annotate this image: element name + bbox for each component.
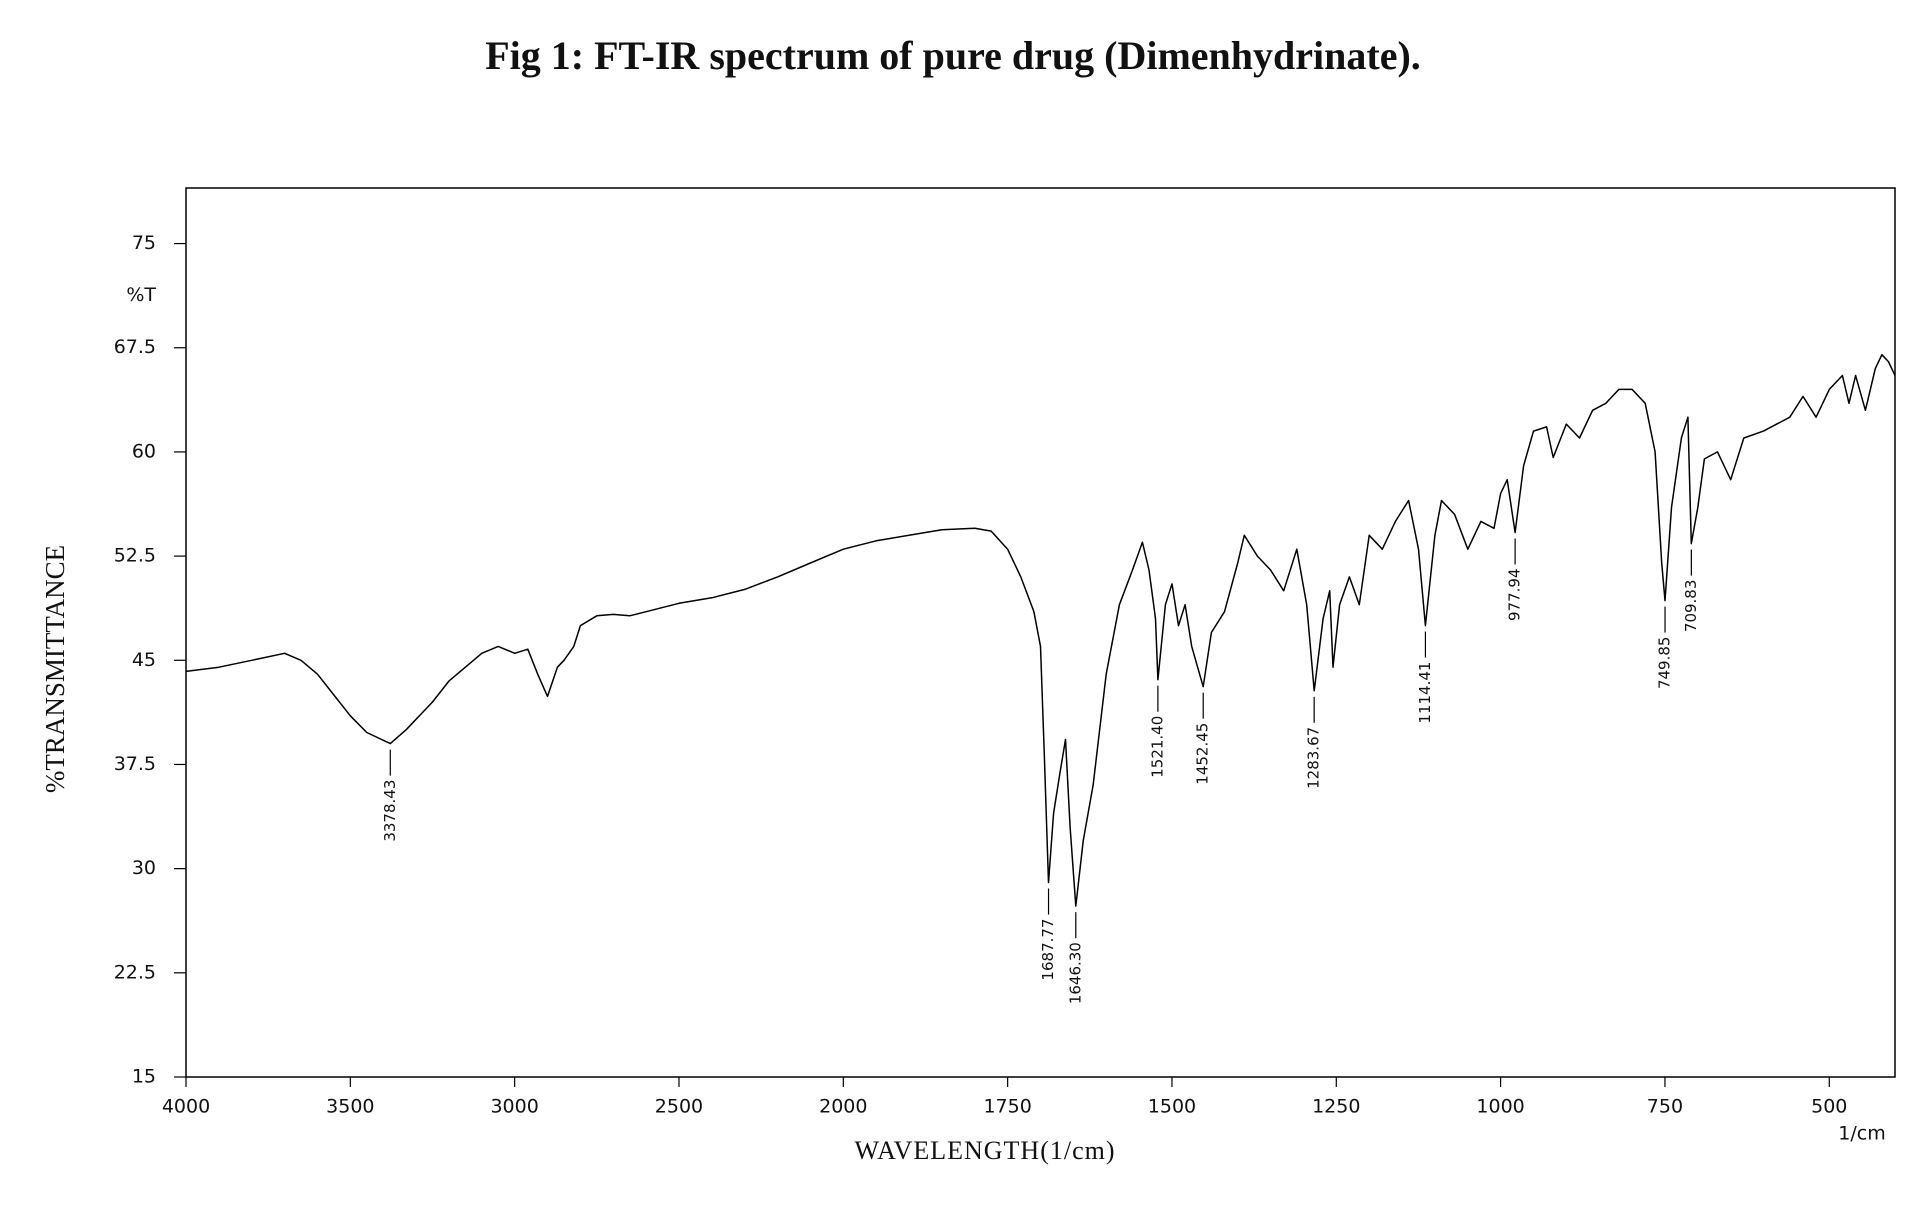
peak-label: 977.94 bbox=[1506, 568, 1524, 621]
peak-label: 1521.40 bbox=[1148, 716, 1166, 778]
x-tick-label: 2000 bbox=[819, 1096, 867, 1118]
x-tick-label: 1500 bbox=[1148, 1096, 1196, 1118]
peak-label: 1646.30 bbox=[1066, 942, 1084, 1004]
x-tick-label: 3500 bbox=[326, 1096, 374, 1118]
x-tick-label: 750 bbox=[1647, 1096, 1683, 1118]
x-tick-label: 1750 bbox=[983, 1096, 1031, 1118]
peak-label: 1687.77 bbox=[1039, 919, 1057, 981]
peak-label: 749.85 bbox=[1656, 637, 1674, 690]
spectrum-line bbox=[185, 353, 1896, 907]
y-unit: %T bbox=[126, 284, 156, 306]
x-tick-label: 1250 bbox=[1312, 1096, 1360, 1118]
y-tick-label: 22.5 bbox=[114, 961, 156, 983]
y-tick-label: 60 bbox=[132, 440, 156, 462]
peak-label: 1114.41 bbox=[1416, 662, 1434, 724]
x-tick-label: 3000 bbox=[490, 1096, 538, 1118]
y-tick-label: 52.5 bbox=[114, 545, 156, 567]
peak-label: 1452.45 bbox=[1194, 723, 1212, 785]
y-axis-label: %TRANSMITTANCE bbox=[40, 545, 70, 793]
plot-frame bbox=[185, 187, 1896, 1078]
peak-label: 709.83 bbox=[1682, 580, 1700, 633]
y-tick-label: 67.5 bbox=[114, 336, 156, 358]
x-tick-label: 4000 bbox=[162, 1096, 210, 1118]
x-unit: 1/cm bbox=[1838, 1123, 1885, 1145]
x-axis-label: WAVELENGTH(1/cm) bbox=[854, 1136, 1115, 1165]
y-tick-label: 37.5 bbox=[114, 753, 156, 775]
peak-label: 1283.67 bbox=[1305, 727, 1323, 789]
x-tick-label: 500 bbox=[1811, 1096, 1847, 1118]
y-tick-label: 15 bbox=[132, 1066, 156, 1088]
chart-title: Fig 1: FT-IR spectrum of pure drug (Dime… bbox=[485, 33, 1421, 78]
y-tick-label: 45 bbox=[132, 649, 156, 671]
y-tick-label: 75 bbox=[132, 232, 156, 254]
y-tick-label: 30 bbox=[132, 857, 156, 879]
x-tick-label: 2500 bbox=[655, 1096, 703, 1118]
x-tick-label: 1000 bbox=[1476, 1096, 1524, 1118]
peak-label: 3378.43 bbox=[381, 780, 399, 842]
